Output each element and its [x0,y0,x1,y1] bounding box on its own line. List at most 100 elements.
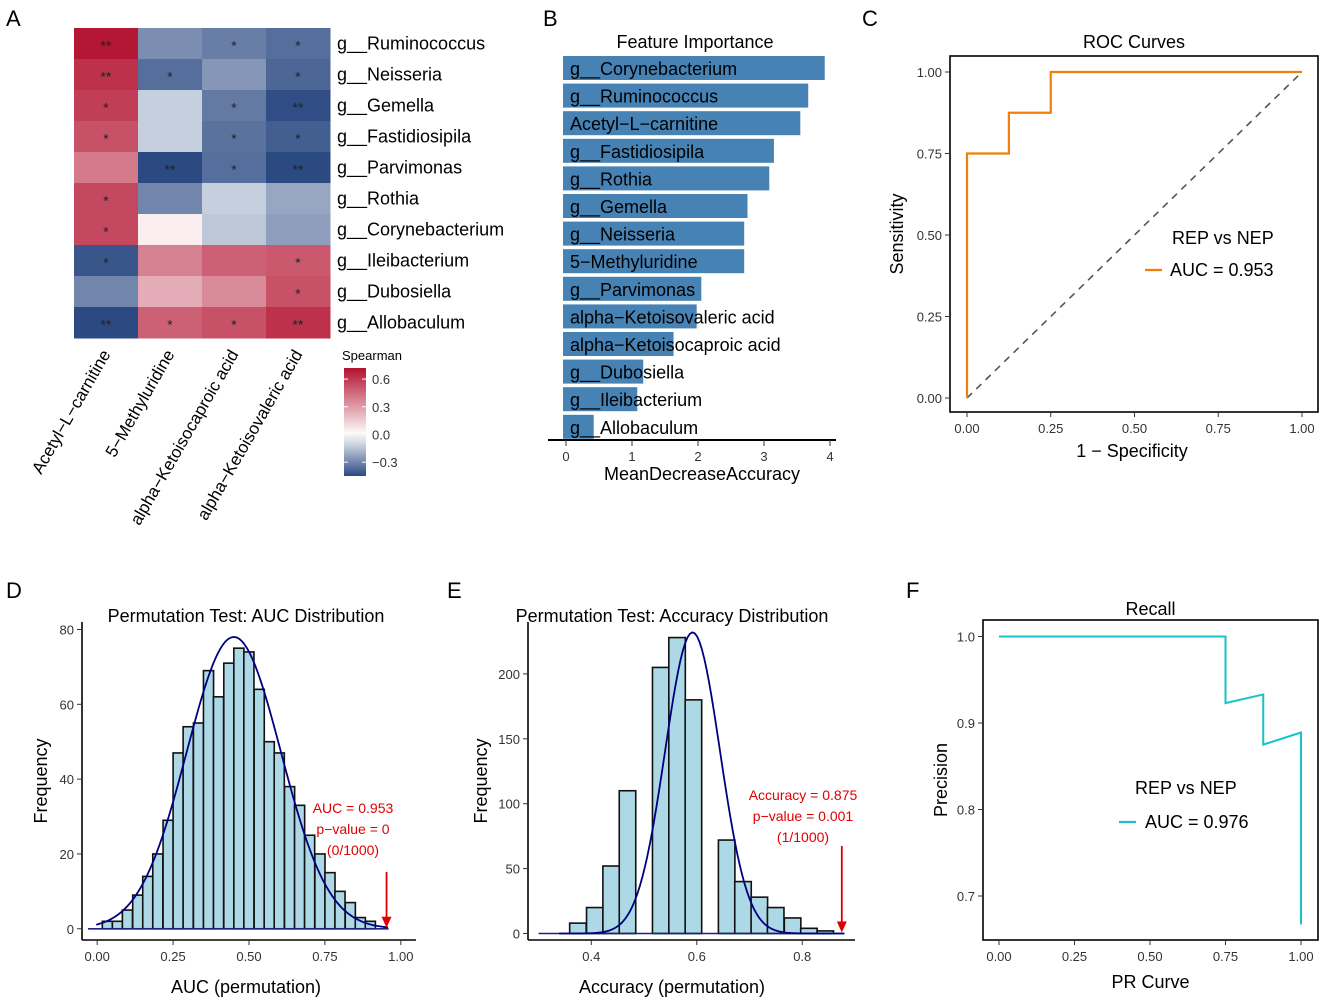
chart-title-d: Permutation Test: AUC Distribution [108,606,385,626]
bar [563,249,745,274]
histogram-bar [233,647,245,930]
heatmap-cell [74,276,139,308]
bar [563,221,745,246]
histogram-bar [733,880,753,935]
observed-annotation: p−value = 0 [316,821,389,837]
significance-star: * [295,255,301,271]
histogram-bar [192,722,205,930]
y-axis-title-f: Precision [931,743,951,817]
histogram-bar [131,894,144,930]
heatmap-cell [202,307,267,339]
histogram-bar [750,896,769,935]
bar-label: alpha−Ketoisovaleric acid [570,307,775,327]
y-tick-label-e: 0 [513,927,520,942]
heatmap-cell [266,245,331,277]
x-tick-label-c: 1.00 [1289,421,1314,436]
heatmap-cell [74,59,139,91]
x-tick-label-d: 0.50 [236,949,261,964]
histogram-bar [717,839,736,935]
histogram-bar [668,636,687,935]
heatmap-cell [266,90,331,122]
heatmap-cell [266,121,331,153]
histogram-bar [243,651,255,930]
histogram-bar [651,666,670,935]
row-label: g__Parvimonas [337,158,462,179]
observed-annotation: p−value = 0.001 [753,808,854,824]
heatmap-cell [138,245,203,277]
x-axis-title-d: AUC (permutation) [171,977,321,997]
x-axis-title-f: PR Curve [1111,972,1189,992]
heatmap-cell [266,214,331,246]
heatmap-cell [202,183,267,215]
row-label: g__Ileibacterium [337,251,469,272]
legend-tick-label: 0.6 [372,372,390,387]
heatmap-cell [138,90,203,122]
bar-label: Acetyl−L−carnitine [570,114,718,134]
significance-star: * [167,317,173,333]
row-label: g__Neisseria [337,65,443,86]
y-tick-label-d: 60 [60,697,74,712]
heatmap-cell [266,183,331,215]
y-tick-label-d: 20 [60,847,74,862]
y-tick-label-d: 40 [60,772,74,787]
heatmap-cell [74,183,139,215]
legend-tick-label: 0.0 [372,427,390,442]
significance-star: * [231,100,237,116]
histogram-bar [151,853,164,930]
panel-label-b: B [543,6,558,31]
chart-title-f: Recall [1125,599,1175,619]
histogram-bar [121,909,134,930]
heatmap-cell [74,245,139,277]
histogram-bar [111,920,124,930]
bar-label: g__Neisseria [570,225,676,246]
x-tick-label-c: 0.75 [1206,421,1231,436]
chart-title-b: Feature Importance [616,32,773,52]
y-tick-label-c: 0.75 [917,147,942,162]
x-tick-label-b: 1 [628,449,635,464]
significance-star: * [231,162,237,178]
heatmap-cell [74,28,139,60]
bar-label: 5−Methyluridine [570,252,698,272]
x-tick-label-f: 0.50 [1137,949,1162,964]
x-tick-label-d: 0.75 [312,949,337,964]
row-label: g__Dubosiella [337,282,452,303]
y-tick-label-c: 0.25 [917,310,942,325]
heatmap-cell [138,59,203,91]
legend-tick-label: 0.3 [372,400,390,415]
bar [563,414,594,439]
bar [563,387,638,412]
row-label: g__Ruminococcus [337,34,485,55]
heatmap-cell [202,152,267,184]
bar-label: g__Allobaculum [570,418,698,439]
y-axis-title-e: Frequency [471,738,491,823]
row-label: g__Corynebacterium [337,220,504,241]
significance-star: * [231,131,237,147]
x-tick-label-d: 0.25 [160,949,185,964]
observed-annotation: AUC = 0.953 [313,800,394,816]
bar-label: g__Ileibacterium [570,390,702,411]
significance-star: * [103,255,109,271]
significance-star: * [295,69,301,85]
x-tick-label-c: 0.25 [1038,421,1063,436]
heatmap-cell [202,59,267,91]
x-tick-label-b: 2 [694,449,701,464]
histogram-bar [783,917,802,935]
bar-label: g__Dubosiella [570,363,685,384]
y-axis-title-c: Sensitivity [887,193,907,274]
x-tick-label-b: 4 [826,449,833,464]
x-tick-label-b: 0 [562,449,569,464]
heatmap-cell [74,214,139,246]
bar [563,304,697,329]
histogram-bar [202,669,215,930]
legend-label-c: AUC = 0.953 [1170,260,1274,280]
histogram-bar [162,819,174,930]
histogram-bar [141,875,154,930]
row-label: g__Rothia [337,189,420,210]
x-tick-label-e: 0.8 [793,949,811,964]
heatmap-cell [202,121,267,153]
x-tick-label-d: 0.00 [85,949,110,964]
roc-curve [965,70,1302,398]
heatmap-cell [138,28,203,60]
bar-label: g__Gemella [570,197,668,218]
significance-star: ** [293,100,304,116]
